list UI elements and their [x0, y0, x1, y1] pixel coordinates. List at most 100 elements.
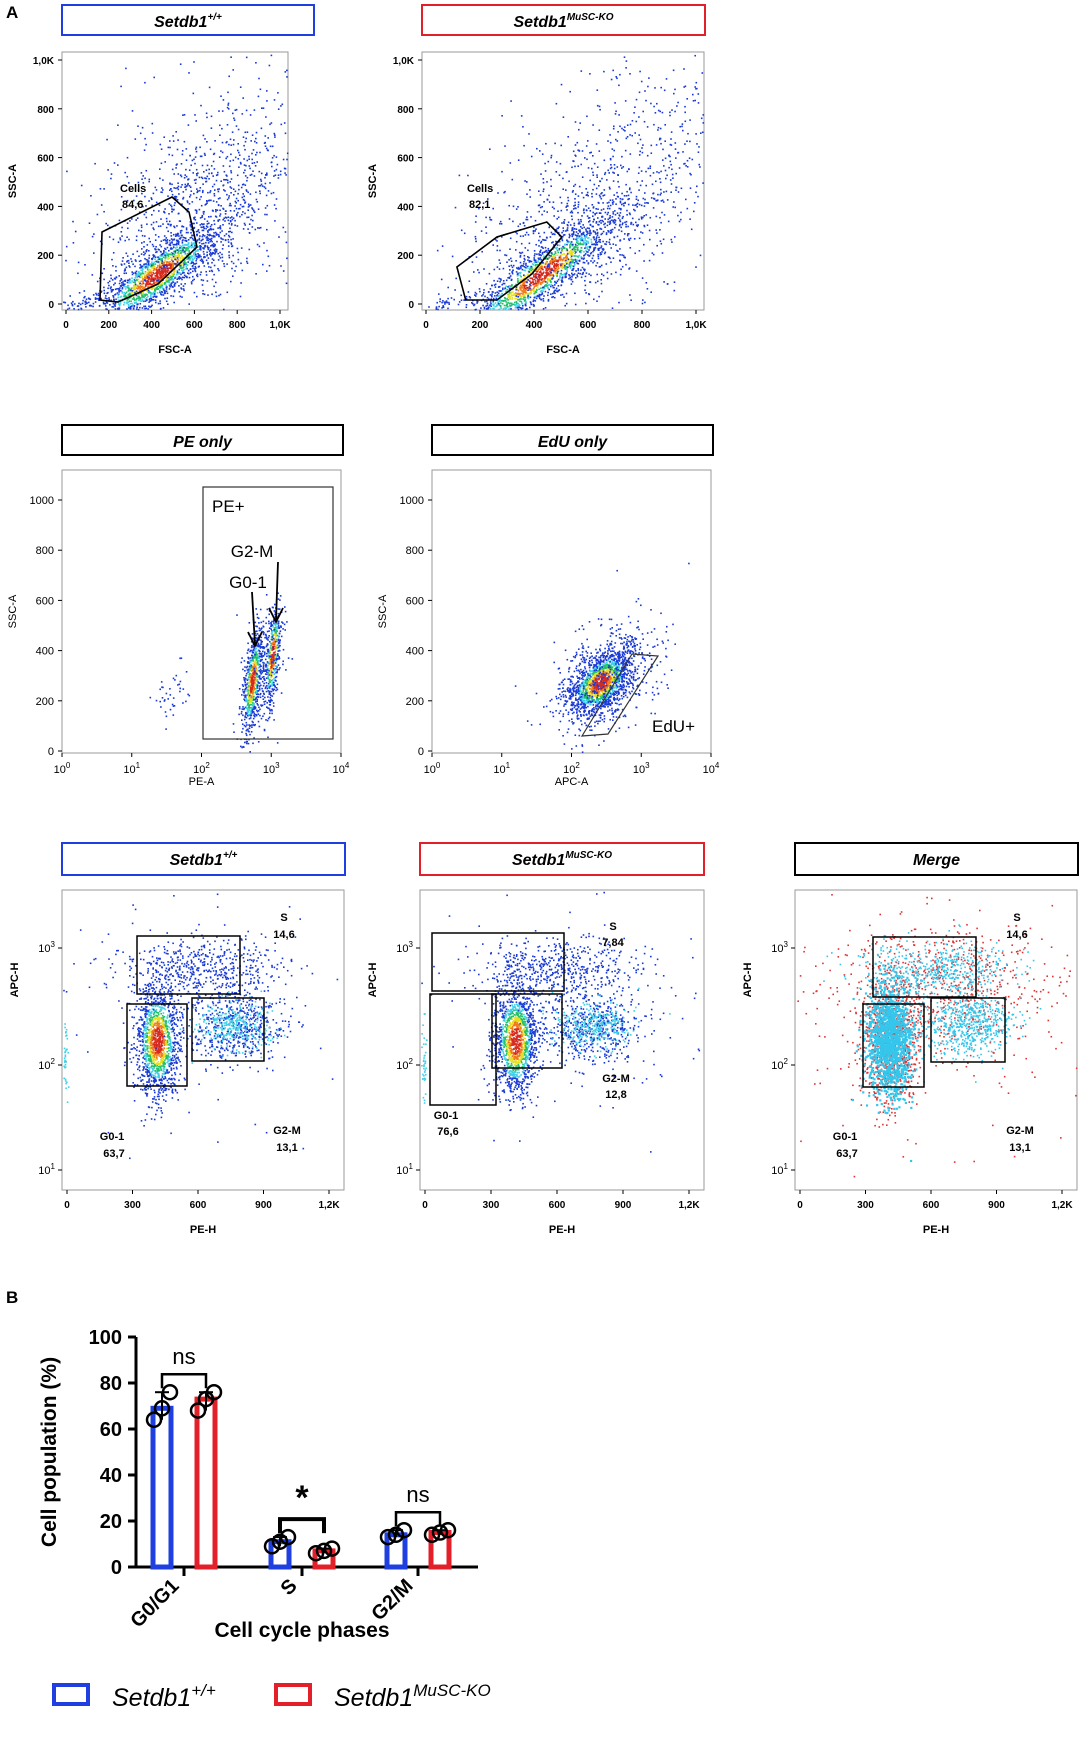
- event-cloud-dot: [162, 261, 164, 264]
- event-cloud-dot: [159, 255, 162, 257]
- event-cloud-dot: [167, 269, 169, 272]
- event-scatter-dot: [604, 211, 607, 214]
- event-cloud-dot: [144, 267, 147, 270]
- event-cloud-dot: [539, 271, 541, 274]
- event-cloud-dot: [557, 285, 560, 287]
- event-cloud-dot: [164, 270, 167, 272]
- event-scatter-dot: [141, 192, 143, 195]
- event-scatter-dot: [236, 225, 239, 227]
- event-scatter-dot: [143, 246, 145, 248]
- event-sparse-dot: [151, 122, 154, 125]
- event-scatter-dot: [508, 218, 511, 220]
- event-scatter-dot: [120, 263, 123, 266]
- event-cloud-dot: [198, 237, 201, 240]
- event-cloud-dot: [239, 207, 241, 210]
- event-cloud-dot: [104, 303, 107, 305]
- event-cloud-dot: [166, 276, 168, 278]
- event-sparse-dot: [671, 109, 673, 111]
- event-cloud-dot: [150, 263, 152, 265]
- event-scatter-dot: [178, 278, 180, 280]
- event-cloud-dot: [497, 292, 500, 294]
- event-cloud-dot: [187, 248, 189, 250]
- event-sparse-dot: [181, 184, 183, 186]
- event-cloud-dot: [163, 250, 165, 253]
- event-cloud-dot: [167, 258, 169, 260]
- event-cloud-dot: [561, 264, 563, 267]
- event-cloud-dot: [522, 305, 524, 307]
- event-cloud-dot: [566, 258, 568, 260]
- event-cloud-dot: [141, 296, 143, 298]
- event-cloud-dot: [127, 285, 130, 287]
- event-scatter-dot: [210, 215, 212, 218]
- event-cloud-dot: [506, 298, 508, 300]
- event-cloud-dot: [527, 297, 530, 300]
- event-scatter-dot: [134, 272, 137, 275]
- event-cloud-dot: [202, 223, 204, 226]
- event-cloud-dot: [191, 255, 194, 258]
- event-scatter-dot: [699, 254, 702, 257]
- event-cloud-dot: [211, 261, 213, 264]
- event-cloud-dot: [214, 251, 217, 254]
- event-cloud-dot: [497, 300, 499, 302]
- x-tick-label: 600: [580, 320, 597, 331]
- event-cloud-dot: [539, 274, 542, 277]
- event-cloud-dot: [178, 285, 180, 287]
- event-sparse-dot: [246, 216, 248, 219]
- event-scatter-dot: [528, 256, 530, 259]
- event-scatter-dot: [642, 299, 644, 301]
- event-cloud-dot: [165, 270, 168, 272]
- event-cloud-dot: [159, 250, 162, 253]
- event-cloud-dot: [582, 240, 585, 243]
- event-scatter-dot: [493, 268, 496, 271]
- event-cloud-dot: [540, 273, 542, 276]
- event-cloud-dot: [472, 302, 474, 305]
- event-cloud-dot: [150, 296, 152, 298]
- event-cloud-dot: [113, 298, 115, 301]
- event-scatter-dot: [581, 266, 584, 269]
- event-cloud-dot: [524, 302, 527, 304]
- event-scatter-dot: [215, 179, 218, 182]
- event-cloud-dot: [147, 270, 150, 273]
- event-scatter-dot: [591, 225, 594, 228]
- event-cloud-dot: [159, 283, 162, 285]
- event-scatter-dot: [588, 217, 591, 219]
- event-scatter-dot: [578, 185, 581, 188]
- event-cloud-dot: [593, 243, 596, 245]
- event-cloud-dot: [622, 215, 624, 218]
- event-sparse-dot: [200, 104, 202, 107]
- event-sparse-dot: [202, 213, 205, 215]
- event-scatter-dot: [519, 223, 521, 225]
- event-cloud-dot: [122, 283, 125, 285]
- event-sparse-dot: [227, 91, 229, 94]
- event-cloud-dot: [588, 255, 590, 257]
- event-cloud-dot: [518, 298, 521, 301]
- event-sparse-dot: [266, 90, 268, 92]
- event-cloud-dot: [523, 287, 526, 289]
- event-scatter-dot: [199, 247, 202, 249]
- event-cloud-dot: [215, 234, 218, 236]
- event-scatter-dot: [99, 240, 102, 243]
- event-sparse-dot: [259, 151, 261, 154]
- event-scatter-dot: [494, 238, 497, 241]
- event-scatter-dot: [596, 174, 598, 176]
- event-sparse-dot: [286, 257, 288, 260]
- event-cloud-dot: [544, 284, 546, 287]
- event-scatter-dot: [203, 152, 206, 155]
- event-scatter-dot: [610, 273, 613, 275]
- event-scatter-dot: [670, 191, 672, 193]
- event-cloud-dot: [208, 270, 211, 272]
- event-scatter-dot: [532, 232, 535, 235]
- debris-events-dot: [72, 300, 74, 303]
- event-scatter-dot: [632, 223, 635, 226]
- event-scatter-dot: [195, 267, 197, 269]
- event-sparse-dot: [677, 191, 680, 193]
- event-cloud-dot: [162, 276, 165, 279]
- event-scatter-dot: [613, 164, 616, 166]
- event-cloud-dot: [189, 223, 192, 226]
- event-scatter-dot: [612, 257, 615, 259]
- event-scatter-dot: [597, 255, 600, 258]
- event-scatter-dot: [218, 188, 220, 190]
- event-cloud-dot: [121, 284, 123, 286]
- event-scatter-dot: [155, 201, 158, 204]
- event-cloud-dot: [169, 267, 171, 269]
